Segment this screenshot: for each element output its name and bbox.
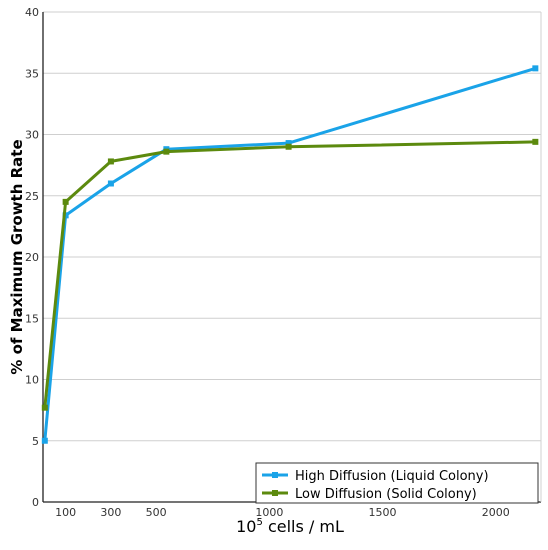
x-tick-label: 1000: [255, 506, 283, 519]
legend: High Diffusion (Liquid Colony) Low Diffu…: [255, 462, 539, 504]
x-axis-title-base: 10: [236, 517, 256, 536]
x-tick-labels: 100 300 500 1000 1500 2000: [55, 506, 510, 519]
data-point: [41, 404, 48, 411]
y-tick-label: 20: [25, 251, 39, 264]
series-line: [43, 66, 536, 441]
data-point: [41, 437, 48, 444]
data-point: [163, 148, 170, 155]
x-axis-title-unit: cells / mL: [263, 517, 344, 536]
y-tick-label: 25: [25, 190, 39, 203]
data-point: [285, 140, 292, 147]
series-line: [43, 140, 536, 408]
data-point: [62, 198, 69, 205]
y-tick-label: 40: [25, 6, 39, 19]
data-point: [285, 143, 292, 150]
data-point: [107, 180, 114, 187]
x-tick-label: 2000: [482, 506, 510, 519]
data-point: [532, 65, 539, 72]
data-point: [532, 138, 539, 145]
y-tick-label: 30: [25, 129, 39, 142]
gridlines: [43, 11, 541, 442]
x-tick-label: 500: [146, 506, 167, 519]
y-tick-label: 0: [32, 496, 39, 509]
x-axis-title: 105 cells / mL: [236, 517, 344, 536]
y-tick-label: 10: [25, 374, 39, 387]
y-tick-label: 15: [25, 312, 39, 325]
data-point: [107, 158, 114, 165]
legend-label: High Diffusion (Liquid Colony): [295, 469, 489, 484]
series-0: [41, 65, 539, 444]
legend-item-low-diffusion: Low Diffusion (Solid Colony): [262, 487, 477, 502]
legend-item-high-diffusion: High Diffusion (Liquid Colony): [262, 469, 489, 484]
x-axis-title-exponent: 5: [256, 517, 262, 528]
series-lines: [41, 65, 539, 444]
x-tick-label: 300: [100, 506, 121, 519]
y-tick-label: 5: [32, 435, 39, 448]
legend-label: Low Diffusion (Solid Colony): [295, 487, 477, 502]
legend-swatch-marker: [272, 472, 278, 478]
legend-box: [255, 462, 539, 504]
y-tick-label: 35: [25, 67, 39, 80]
x-tick-label: 1500: [369, 506, 397, 519]
series-1: [41, 138, 539, 411]
x-tick-label: 100: [55, 506, 76, 519]
legend-swatch-marker: [272, 490, 278, 496]
y-tick-labels: 0 5 10 15 20 25 30 35 40: [25, 6, 39, 509]
y-axis-title: % of Maximum Growth Rate: [8, 139, 26, 374]
